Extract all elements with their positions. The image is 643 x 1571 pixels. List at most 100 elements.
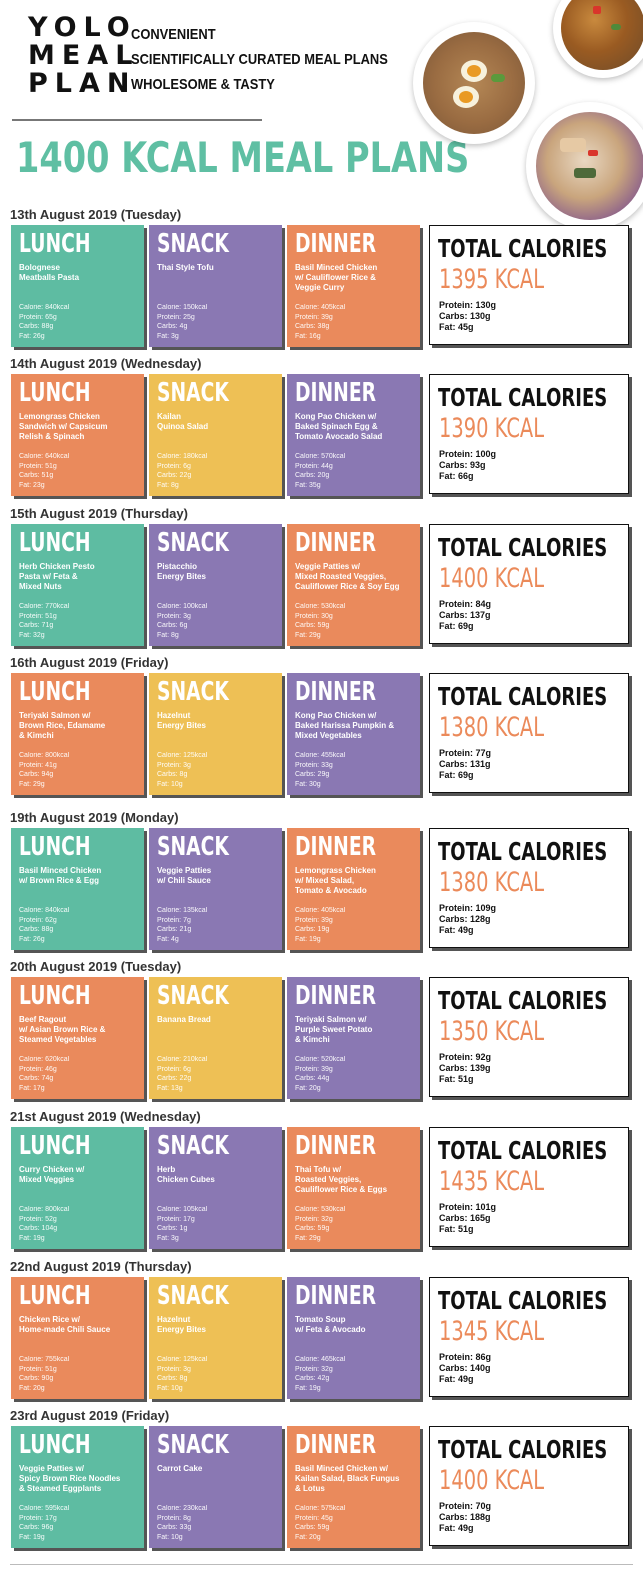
total-fat: Fat: 49g [439,925,474,935]
meal-name: Lemongrass Chicken Sandwich w/ Capsicum … [19,412,108,441]
meal-calorie: Calorie: 520kcal [295,1056,346,1063]
meal-name: Kong Pao Chicken w/ Baked Harissa Pumpki… [295,711,395,740]
total-calories-label: TOTAL CALORIES [438,383,608,412]
meal-name: Tomato Soup w/ Feta & Avocado [295,1315,366,1334]
total-calories-label: TOTAL CALORIES [438,234,608,263]
meal-name: Kailan Quinoa Salad [157,412,209,431]
meal-calorie: Calorie: 575kcal [295,1505,346,1512]
total-carbs: Carbs: 131g [439,759,491,769]
page-header: YOLO MEAL PLAN CONVENIENT SCIENTIFICALLY… [0,0,643,230]
meal-name: Veggie Patties w/ Spicy Brown Rice Noodl… [19,1464,121,1493]
total-kcal-value: 1390 KCAL [439,413,545,444]
meal-protein: Protein: 6g [157,462,191,470]
meal-fat: Fat: 19g [19,1234,45,1242]
day-date: 21st August 2019 (Wednesday) [10,1109,201,1124]
meal-fat: Fat: 19g [295,935,321,943]
meal-name: Basil Minced Chicken w/ Kailan Salad, Bl… [295,1464,400,1493]
meal-type-label: DINNER [295,229,377,259]
meal-calorie: Calorie: 180kcal [157,453,208,460]
meal-protein: Protein: 7g [157,916,191,924]
meal-card-lunch: LUNCH Chicken Rice w/ Home-made Chili Sau… [11,1277,144,1399]
meal-carbs: Carbs: 94g [19,771,54,778]
day-section: 22nd August 2019 (Thursday) LUNCH Chicken … [0,1259,643,1409]
day-section: 15th August 2019 (Thursday) LUNCH Herb Chi… [0,506,643,656]
footer-divider [10,1564,633,1565]
meal-type-label: DINNER [295,1131,377,1161]
total-calories-box: TOTAL CALORIES 1390 KCAL Protein: 100g Carb… [429,374,629,494]
meal-calorie: Calorie: 100kcal [157,603,208,610]
meal-protein: Protein: 41g [19,761,57,769]
meal-nutrition: Calorie: 520kcal Protein: 39g Carbs: 44g Fa… [295,1055,345,1093]
day-date: 13th August 2019 (Tuesday) [10,207,182,222]
total-carbs: Carbs: 140g [439,1363,491,1373]
meal-protein: Protein: 39g [295,1065,333,1073]
meal-carbs: Carbs: 8g [157,1375,188,1382]
tagline: CONVENIENT [131,26,216,43]
total-protein: Protein: 92g [439,1052,492,1062]
meal-carbs: Carbs: 21g [157,926,192,933]
meal-nutrition: Calorie: 755kcal Protein: 51g Carbs: 90g Fa… [19,1355,69,1393]
meal-calorie: Calorie: 455kcal [295,752,346,759]
meal-carbs: Carbs: 38g [295,323,330,330]
total-protein: Protein: 101g [439,1202,497,1212]
total-calories-label: TOTAL CALORIES [438,986,608,1015]
meal-protein: Protein: 30g [295,612,333,620]
meal-name: Basil Minced Chicken w/ Cauliflower Rice… [295,263,378,292]
meal-calorie: Calorie: 640kcal [19,453,70,460]
meal-fat: Fat: 3g [157,1234,179,1242]
meal-card-snack: SNACK Herb Chicken Cubes Calorie: 105kcal P… [149,1127,282,1249]
day-date: 19th August 2019 (Monday) [10,810,179,825]
meal-fat: Fat: 8g [157,481,179,489]
total-fat: Fat: 66g [439,471,474,481]
meal-type-label: LUNCH [19,378,91,408]
meal-card-dinner: DINNER Teriyaki Salmon w/ Purple Sweet Po… [287,977,420,1099]
meal-protein: Protein: 8g [157,1514,191,1522]
meal-protein: Protein: 3g [157,612,191,620]
meal-card-dinner: DINNER Lemongrass Chicken w/ Mixed Salad,… [287,828,420,950]
total-carbs: Carbs: 139g [439,1063,491,1073]
meal-name: Veggie Patties w/ Chili Sauce [157,866,212,885]
meal-name: Teriyaki Salmon w/ Brown Rice, Edamame &… [19,711,106,740]
meal-type-label: LUNCH [19,1281,91,1311]
meal-nutrition: Calorie: 100kcal Protein: 3g Carbs: 6g Fat:… [157,602,207,640]
meal-protein: Protein: 39g [295,313,333,321]
meal-nutrition: Calorie: 595kcal Protein: 17g Carbs: 96g Fa… [19,1504,69,1542]
meal-name: Pistacchio Energy Bites [157,562,206,581]
total-protein: Protein: 109g [439,903,497,913]
meal-carbs: Carbs: 88g [19,926,54,933]
meal-protein: Protein: 45g [295,1514,333,1522]
total-fat: Fat: 51g [439,1074,474,1084]
meal-type-label: LUNCH [19,1131,91,1161]
meal-calorie: Calorie: 840kcal [19,304,70,311]
meal-fat: Fat: 16g [295,332,321,340]
meal-fat: Fat: 10g [157,1384,183,1392]
meal-type-label: LUNCH [19,1430,91,1460]
meal-card-snack: SNACK Thai Style Tofu Calorie: 150kcal Prot… [149,225,282,347]
meal-nutrition: Calorie: 455kcal Protein: 33g Carbs: 29g Fa… [295,751,345,789]
total-protein: Protein: 86g [439,1352,492,1362]
meal-calorie: Calorie: 405kcal [295,907,346,914]
meal-type-label: DINNER [295,832,377,862]
total-calories-box: TOTAL CALORIES 1395 KCAL Protein: 130g Carb… [429,225,629,345]
meal-carbs: Carbs: 59g [295,622,330,629]
meal-fat: Fat: 26g [19,332,45,340]
total-protein: Protein: 130g [439,300,497,310]
total-kcal-value: 1400 KCAL [439,1465,545,1496]
meal-name: Kong Pao Chicken w/ Baked Spinach Egg & … [295,412,383,441]
meal-carbs: Carbs: 59g [295,1225,330,1232]
meal-protein: Protein: 3g [157,1365,191,1373]
total-macros: Protein: 109g Carbs: 128g Fat: 49g [439,903,496,936]
total-fat: Fat: 51g [439,1224,474,1234]
food-bowl-image [553,0,643,78]
meal-fat: Fat: 26g [19,935,45,943]
day-date: 14th August 2019 (Wednesday) [10,356,202,371]
total-carbs: Carbs: 128g [439,914,491,924]
total-calories-box: TOTAL CALORIES 1350 KCAL Protein: 92g Carbs… [429,977,629,1097]
meal-calorie: Calorie: 770kcal [19,603,70,610]
total-calories-label: TOTAL CALORIES [438,1435,608,1464]
meal-card-lunch: LUNCH Curry Chicken w/ Mixed Veggies Calor… [11,1127,144,1249]
meal-carbs: Carbs: 1g [157,1225,188,1232]
meal-carbs: Carbs: 59g [295,1524,330,1531]
meal-name: Chicken Rice w/ Home-made Chili Sauce [19,1315,111,1334]
meal-name: Herb Chicken Cubes [157,1165,215,1184]
